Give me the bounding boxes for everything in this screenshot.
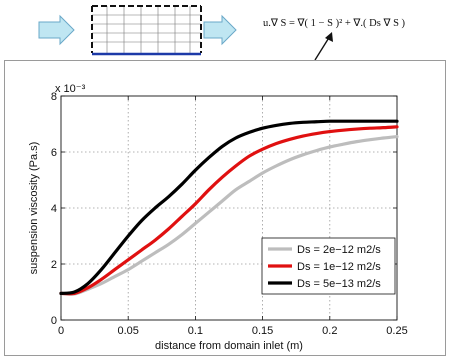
series-line-3: [59, 119, 399, 295]
figure-frame: [4, 60, 446, 356]
x-tick-label: 0.2: [322, 325, 337, 337]
y-tick-label: 8: [51, 91, 57, 103]
x-tick-label: 0.15: [252, 325, 273, 337]
inlet-arrow-icon: [38, 14, 75, 46]
axes-box: [60, 95, 398, 321]
y-tick-label: 2: [51, 259, 57, 271]
outlet-arrow-icon: [203, 14, 237, 46]
y-multiplier-label: x 10⁻³: [55, 83, 86, 95]
transport-equation: u.∇ S = ∇( 1 − S )² + ∇.( Ds ∇ S ): [263, 18, 406, 29]
pointer-arrow-icon: [314, 32, 333, 60]
x-tick-label: 0: [58, 325, 64, 337]
legend-label: Ds = 1e−12 m2/s: [297, 261, 381, 273]
x-tick-label: 0.25: [386, 325, 407, 337]
y-axis-label: suspension viscosity (Pa.s): [28, 142, 40, 275]
x-tick-label: 0.05: [117, 325, 138, 337]
legend-label: Ds = 2e−12 m2/s: [297, 244, 381, 256]
x-tick-label: 0.1: [188, 325, 203, 337]
y-tick-label: 0: [51, 315, 57, 327]
mesh-grid: [91, 5, 202, 56]
y-tick-label: 4: [51, 203, 57, 215]
series-line-2: [59, 125, 399, 296]
domain-schematic: [38, 5, 333, 60]
legend-label: Ds = 5e−13 m2/s: [297, 278, 381, 290]
x-axis-label: distance from domain inlet (m): [155, 340, 303, 352]
series-line-1: [59, 135, 399, 296]
y-tick-label: 6: [51, 147, 57, 159]
